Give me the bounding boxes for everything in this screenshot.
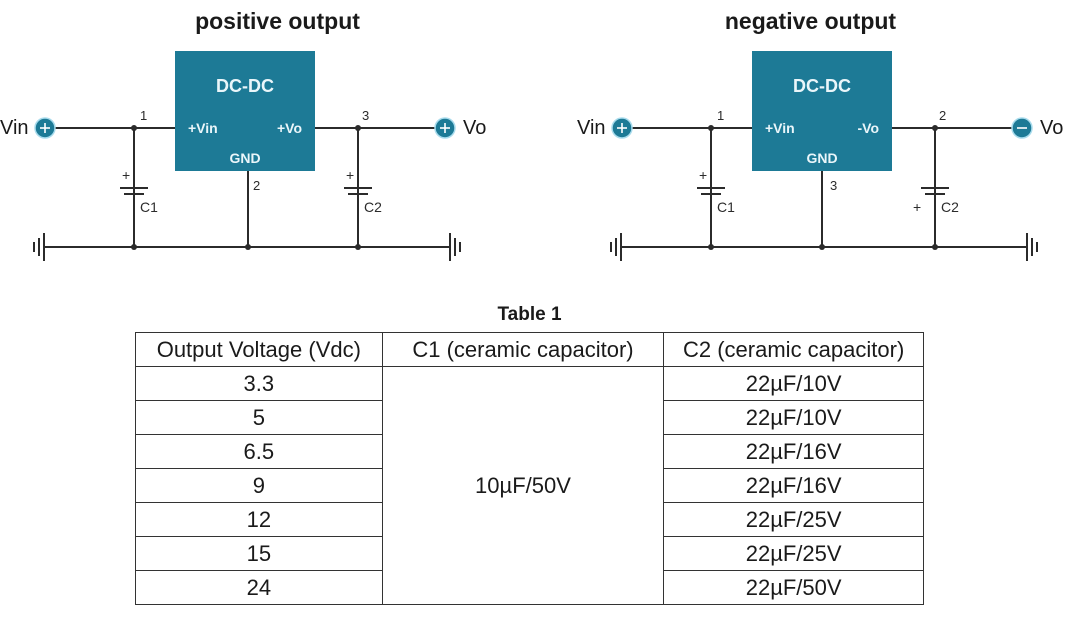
- svg-text:+Vin: +Vin: [188, 120, 218, 136]
- svg-text:DC-DC: DC-DC: [793, 76, 851, 96]
- svg-text:-Vo: -Vo: [857, 120, 879, 136]
- svg-text:2: 2: [939, 108, 946, 123]
- svg-text:C2: C2: [364, 199, 382, 215]
- svg-text:Vin: Vin: [0, 117, 29, 139]
- svg-text:+Vin: +Vin: [765, 120, 795, 136]
- svg-text:+: +: [699, 167, 707, 183]
- svg-text:C1: C1: [140, 199, 158, 215]
- svg-text:3: 3: [362, 108, 369, 123]
- svg-text:DC-DC: DC-DC: [216, 76, 274, 96]
- svg-text:GND: GND: [229, 150, 260, 166]
- svg-text:+Vo: +Vo: [277, 120, 302, 136]
- svg-text:C1: C1: [717, 199, 735, 215]
- svg-text:2: 2: [253, 178, 260, 193]
- svg-text:3: 3: [830, 178, 837, 193]
- svg-text:+: +: [346, 167, 354, 183]
- svg-text:Vo: Vo: [463, 117, 486, 139]
- svg-text:1: 1: [140, 108, 147, 123]
- svg-text:+: +: [913, 199, 921, 215]
- svg-text:C2: C2: [941, 199, 959, 215]
- svg-text:Vin: Vin: [577, 117, 606, 139]
- svg-text:GND: GND: [806, 150, 837, 166]
- svg-text:1: 1: [717, 108, 724, 123]
- svg-text:Vo: Vo: [1040, 117, 1063, 139]
- svg-text:+: +: [122, 167, 130, 183]
